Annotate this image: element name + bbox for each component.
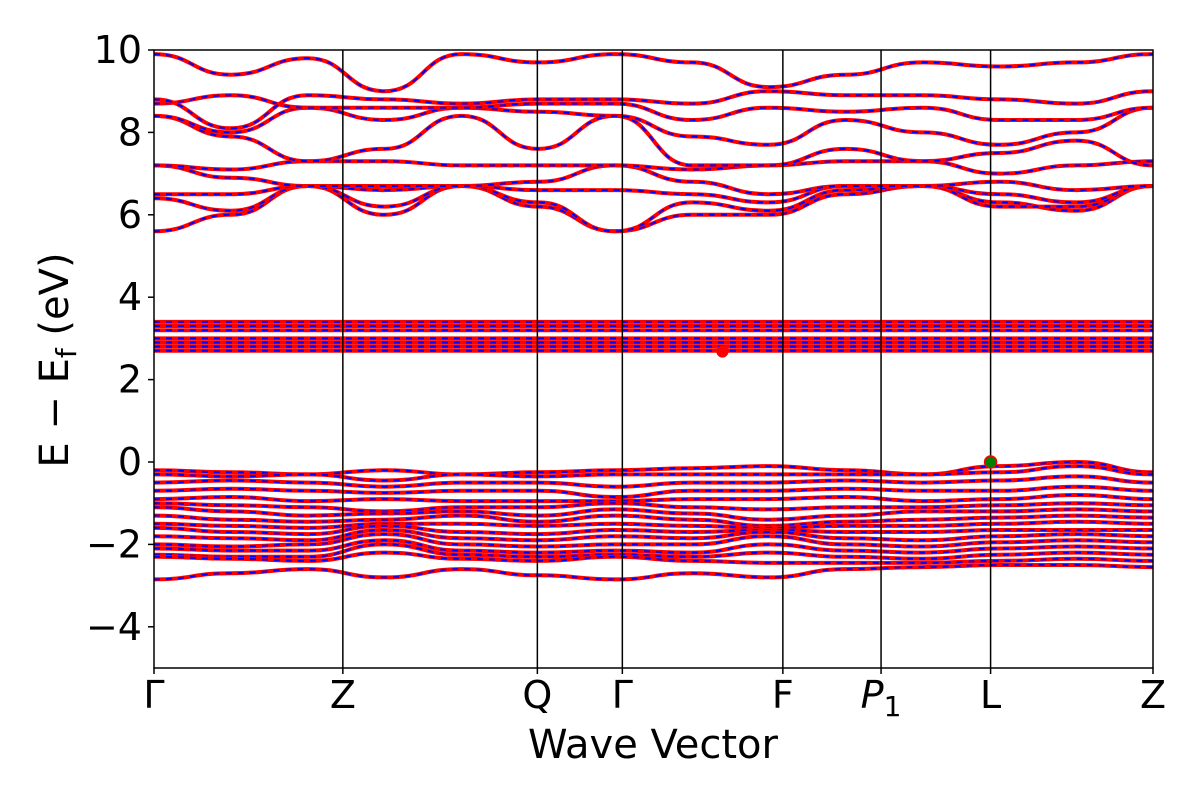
band-line-red (153, 52, 1154, 94)
x-axis-ticks: Γ Z Q Γ F P1 L Z (143, 668, 1166, 723)
x-tick-label-main: P (861, 673, 884, 717)
band-line-blue-dashed (154, 184, 1154, 208)
x-tick-label: Z (330, 673, 356, 717)
x-axis-label: Wave Vector (528, 722, 779, 768)
band-line-red (153, 501, 1154, 514)
band-line-blue-dashed (153, 543, 1154, 560)
band-line-blue-dashed (153, 164, 1154, 196)
band-line-blue-dashed (153, 184, 1154, 233)
x-tick-label: L (980, 673, 1001, 717)
y-axis-ticks: −4 −2 0 2 4 6 8 10 (86, 28, 154, 649)
x-tick-label: Γ (143, 673, 164, 717)
band-line-blue-dashed (153, 564, 1154, 581)
y-tick-label: 8 (118, 110, 142, 154)
x-tick-label-sub: 1 (884, 690, 902, 723)
band-line-red (153, 484, 1154, 500)
x-tick-label: Q (522, 673, 552, 717)
band-line-blue-dashed (153, 528, 1154, 542)
band-lines (153, 52, 1154, 582)
x-tick-label: Z (1140, 673, 1166, 717)
y-axis-label-main: E − E (32, 358, 78, 468)
y-tick-label: −2 (86, 522, 142, 566)
y-axis-label-unit: (eV) (32, 252, 78, 348)
vbm-marker (983, 455, 998, 469)
band-line-blue-dashed (153, 184, 1154, 233)
x-tick-label: Γ (612, 673, 633, 717)
high-symmetry-lines (342, 50, 992, 668)
band-line-red (153, 113, 1154, 168)
band-line-blue-dashed (153, 160, 1154, 175)
y-tick-label: 0 (118, 440, 142, 484)
cbm-marker (716, 345, 729, 358)
y-axis-label-sub: f (50, 347, 83, 358)
band-line-red (153, 163, 1154, 197)
x-tick-label: F (772, 673, 794, 717)
band-line-red (153, 474, 1154, 489)
y-tick-label: −4 (86, 605, 142, 649)
band-line-blue-dashed (153, 493, 1154, 503)
plot-frame (153, 49, 1154, 669)
extremum-markers (716, 345, 998, 469)
band-line-blue-dashed (153, 485, 1154, 499)
band-line-blue-dashed (153, 53, 1154, 93)
x-tick-label: P1 (861, 673, 902, 723)
band-line-blue-dashed (153, 551, 1154, 564)
y-tick-label: 10 (94, 28, 142, 72)
band-line-red (153, 519, 1154, 530)
band-line-blue-dashed (153, 114, 1154, 167)
band-line-blue-dashed (153, 533, 1154, 548)
y-axis-label: E − Ef (eV) (32, 252, 83, 467)
y-tick-label: 4 (118, 275, 142, 319)
band-line-blue-dashed (153, 539, 1154, 554)
y-tick-label: 2 (118, 358, 142, 402)
band-line-blue-dashed (153, 106, 1154, 146)
band-line-red (153, 563, 1154, 582)
y-tick-label: 6 (118, 193, 142, 237)
band-line-blue-dashed (153, 90, 1154, 130)
band-line-blue-dashed (153, 506, 1154, 521)
band-line-blue-dashed (153, 514, 1154, 527)
band-line-blue-dashed (153, 475, 1154, 488)
band-line-blue-dashed (153, 524, 1153, 536)
band-line-blue-dashed (153, 465, 1154, 482)
